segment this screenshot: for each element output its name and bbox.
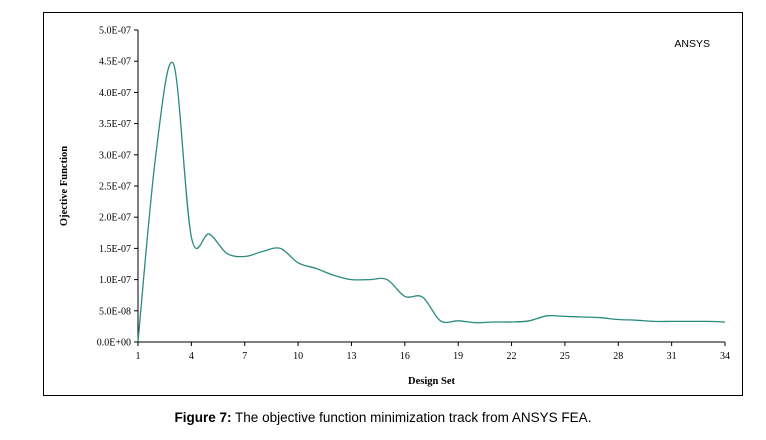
figure-frame xyxy=(43,12,743,396)
x-tick-label: 10 xyxy=(293,351,303,362)
y-tick-label: 4.0E-07 xyxy=(99,88,131,99)
y-tick-label: 5.0E-08 xyxy=(99,306,131,317)
x-tick-label: 4 xyxy=(189,351,194,362)
x-tick-label: 13 xyxy=(346,351,356,362)
y-tick-label: 5.0E-07 xyxy=(99,26,131,37)
x-tick-label: 19 xyxy=(453,351,463,362)
x-tick-label: 22 xyxy=(507,351,517,362)
x-axis-title: Design Set xyxy=(408,376,455,387)
y-tick-label: 4.5E-07 xyxy=(99,57,131,68)
ansys-annotation: ANSYS xyxy=(674,38,710,50)
y-axis-title: Ojective Function xyxy=(59,146,70,226)
x-axis-ticks: 1 4 7 10 13 16 19 22 25 28 31 34 xyxy=(136,342,730,362)
caption-label: Figure 7: xyxy=(174,410,232,425)
x-tick-label: 25 xyxy=(560,351,570,362)
y-tick-label: 0.0E+00 xyxy=(97,338,131,349)
x-tick-label: 31 xyxy=(667,351,677,362)
y-tick-label: 1.5E-07 xyxy=(99,244,131,255)
x-tick-label: 16 xyxy=(400,351,410,362)
caption-text: The objective function minimization trac… xyxy=(231,410,592,425)
x-tick-label: 1 xyxy=(136,351,141,362)
x-tick-label: 7 xyxy=(242,351,247,362)
x-tick-label: 28 xyxy=(613,351,623,362)
x-tick-label: 34 xyxy=(720,351,730,362)
objective-function-chart: 0.0E+00 5.0E-08 1.0E-07 1.5E-07 2.0E-07 2.5E-… xyxy=(59,26,730,388)
series-line xyxy=(137,61,726,342)
y-tick-label: 3.5E-07 xyxy=(99,119,131,130)
y-tick-label: 3.0E-07 xyxy=(99,150,131,161)
y-axis-ticks: 0.0E+00 5.0E-08 1.0E-07 1.5E-07 2.0E-07 2.5E-… xyxy=(97,26,138,349)
y-tick-label: 1.0E-07 xyxy=(99,275,131,286)
y-tick-label: 2.5E-07 xyxy=(99,182,131,193)
y-tick-label: 2.0E-07 xyxy=(99,213,131,224)
figure-caption: Figure 7: The objective function minimiz… xyxy=(0,410,766,425)
